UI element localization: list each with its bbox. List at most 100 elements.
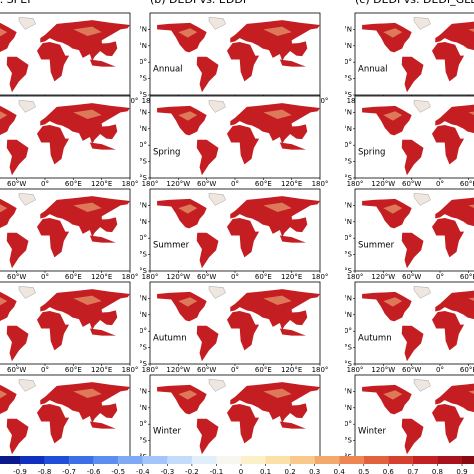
lat-tick-label: 0° (139, 234, 147, 242)
lon-tick-label: 0° (436, 180, 444, 188)
colorbar-cell (191, 456, 217, 464)
lon-tick-label: 180° (347, 180, 364, 188)
lat-tick-label: 60°N (334, 201, 352, 209)
colorbar-cell (44, 456, 70, 464)
lat-tick-label: 30°S (130, 344, 147, 352)
lat-tick-label: 30°S (130, 437, 147, 445)
lat-tick-label: 30°S (335, 344, 352, 352)
lat-tick-label: 0° (344, 141, 352, 149)
colorbar-tick-label: 0.2 (285, 468, 296, 474)
lat-tick-label: 60°N (334, 387, 352, 395)
lon-tick-label: 180° (312, 180, 329, 188)
colorbar-cell (462, 456, 474, 464)
lon-tick-label: 60°E (65, 366, 82, 374)
lat-tick-label: 30°N (129, 42, 147, 50)
colorbar-tick-label: -0.8 (38, 468, 52, 474)
lon-tick-label: 120°E (91, 180, 112, 188)
colorbar: -0.9 -0.8 -0.7 -0.6 -0.5 -0.4 -0.3 -0.2 -0.1 0 0.1… (0, 456, 474, 474)
lat-tick-label: 30°N (129, 311, 147, 319)
season-label: Spring (358, 147, 385, 157)
lat-tick-label: 30°S (130, 158, 147, 166)
colorbar-cell (388, 456, 413, 464)
lon-tick-label: 180° (347, 366, 364, 374)
colorbar-tick-label: 0.7 (407, 468, 418, 474)
lon-tick-label: 120°E (91, 273, 112, 281)
colorbar-cell (412, 456, 438, 464)
season-label: Winter (153, 426, 182, 436)
lat-tick-label: 60°N (129, 387, 147, 395)
colorbar-cell (118, 456, 143, 464)
colorbar-cell (290, 456, 315, 464)
lon-tick-label: 60°E (65, 180, 82, 188)
colorbar-tick-label: 0.4 (334, 468, 346, 474)
lon-tick-label: 60°E (460, 273, 474, 281)
colorbar-tick-label: -0.9 (13, 468, 27, 474)
lon-tick-label: 60°W (197, 180, 216, 188)
lat-tick-label: 60°N (129, 25, 147, 33)
lon-tick-label: 0° (436, 273, 444, 281)
lon-tick-label: 60°W (197, 273, 216, 281)
lat-tick-label: 60°N (334, 294, 352, 302)
lon-tick-label: 60°W (197, 366, 216, 374)
lat-tick-label: 30°S (130, 75, 147, 83)
column-title: (c) DEDI vs. DEDI_GLEAM (355, 0, 474, 6)
lon-tick-label: 0° (41, 180, 49, 188)
season-label: Spring (153, 147, 180, 157)
colorbar-cell (241, 456, 266, 464)
colorbar-tick-label: 0.9 (456, 468, 467, 474)
colorbar-cell (0, 456, 20, 464)
lat-tick-label: 30°N (129, 218, 147, 226)
colorbar-cell (314, 456, 340, 464)
lat-tick-label: 60°N (129, 108, 147, 116)
lon-tick-label: 120°W (371, 273, 395, 281)
lon-tick-label: 0° (41, 366, 49, 374)
colorbar-tick-label: -0.6 (87, 468, 101, 474)
lon-tick-label: 120°E (91, 366, 112, 374)
colorbar-cell (216, 456, 241, 464)
season-label: Autumn (153, 333, 187, 343)
colorbar-cell (142, 456, 168, 464)
column: (c) DEDI vs. DEDI_GLEAM 60°N 30°N 0° 30°S 60°… (334, 0, 474, 461)
lat-tick-label: 0° (344, 420, 352, 428)
lon-tick-label: 120°E (281, 273, 302, 281)
column-title: (b) DEDI vs. EDDI (150, 0, 246, 6)
colorbar-tick-label: 0.6 (383, 468, 395, 474)
colorbar-cell (20, 456, 45, 464)
season-label: Autumn (358, 333, 392, 343)
lon-tick-label: 0° (231, 366, 239, 374)
lat-tick-label: 30°N (334, 42, 352, 50)
colorbar-cell (167, 456, 192, 464)
lon-tick-label: 120°W (371, 366, 395, 374)
lon-tick-label: 60°E (460, 180, 474, 188)
lat-tick-label: 60°N (129, 201, 147, 209)
colorbar-cell (69, 456, 94, 464)
lat-tick-label: 30°S (335, 437, 352, 445)
lat-tick-label: 0° (139, 327, 147, 335)
lat-tick-label: 30°S (335, 75, 352, 83)
lon-tick-label: 60°E (65, 273, 82, 281)
lon-tick-label: 60°W (402, 366, 421, 374)
lon-tick-label: 180° (142, 180, 159, 188)
lon-tick-label: 120°W (166, 180, 190, 188)
lon-tick-label: 0° (231, 273, 239, 281)
lon-tick-label: 180° (122, 366, 139, 374)
column: (a) DEDI vs. SPEI180°120°W60°W0°60°E120°… (0, 0, 139, 458)
lon-tick-label: 0° (231, 180, 239, 188)
lon-tick-label: 180° (312, 273, 329, 281)
lat-tick-label: 30°N (334, 125, 352, 133)
lat-tick-label: 30°S (130, 251, 147, 259)
lon-tick-label: 120°W (371, 180, 395, 188)
colorbar-tick-label: -0.5 (111, 468, 125, 474)
lat-tick-label: 30°N (129, 125, 147, 133)
lat-tick-label: 0° (139, 141, 147, 149)
lat-tick-label: 60°S (335, 267, 352, 275)
colorbar-tick-label: 0.5 (358, 468, 369, 474)
panels: (a) DEDI vs. SPEI 180° 120°W 60°W 0° 60°E 120°… (0, 0, 474, 461)
lat-tick-label: 60°S (130, 91, 147, 99)
lat-tick-label: 60°N (334, 25, 352, 33)
lon-tick-label: 60°E (460, 366, 474, 374)
lon-tick-label: 60°W (7, 366, 26, 374)
colorbar-cell (437, 456, 462, 464)
lon-tick-label: 180° (122, 273, 139, 281)
